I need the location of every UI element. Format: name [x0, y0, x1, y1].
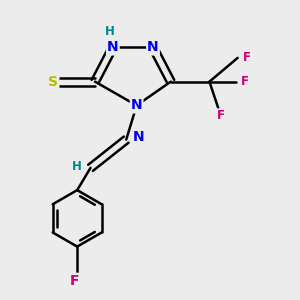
Text: N: N [131, 98, 142, 112]
Text: F: F [241, 75, 249, 88]
Text: F: F [217, 109, 225, 122]
Text: N: N [107, 40, 119, 55]
Text: N: N [147, 40, 159, 55]
Text: N: N [132, 130, 144, 144]
Text: F: F [243, 51, 250, 64]
Text: S: S [48, 75, 59, 88]
Text: H: H [105, 25, 115, 38]
Text: F: F [70, 274, 79, 288]
Text: H: H [72, 160, 82, 173]
